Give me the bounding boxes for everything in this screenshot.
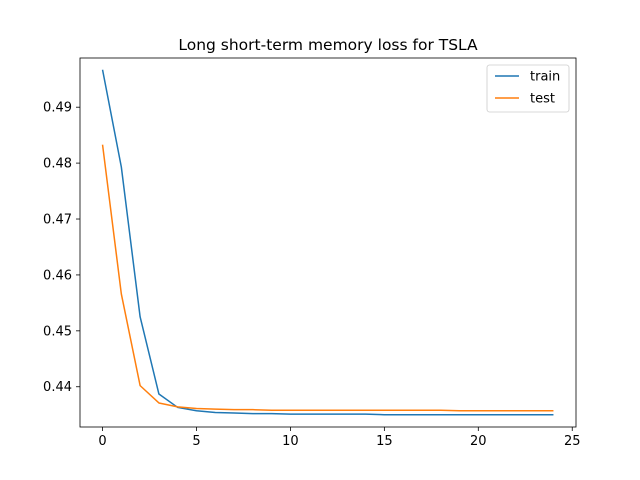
legend: train test [486,64,570,113]
y-tick-label: 0.48 [43,157,72,172]
x-tick-label: 15 [376,434,393,449]
legend-label-test: test [530,92,555,107]
x-tick-label: 10 [282,434,299,449]
plot-area [79,57,577,428]
series-line-test [101,144,554,412]
x-axis: 0 5 10 15 20 25 [98,427,581,449]
y-tick-label: 0.47 [43,213,72,228]
legend-label-train: train [530,70,560,85]
y-tick-label: 0.44 [43,380,72,395]
x-tick-label: 25 [564,434,581,449]
series-lines [101,69,554,416]
x-tick-label: 5 [192,434,200,449]
x-tick-label: 20 [470,434,487,449]
y-tick-label: 0.49 [43,101,72,116]
axes-frame [79,57,577,428]
x-tick-label: 0 [98,434,106,449]
y-axis: 0.44 0.45 0.46 0.47 0.48 0.49 [43,101,80,395]
y-tick-label: 0.45 [43,324,72,339]
chart-title: Long short-term memory loss for TSLA [178,36,478,54]
y-tick-label: 0.46 [43,268,72,283]
